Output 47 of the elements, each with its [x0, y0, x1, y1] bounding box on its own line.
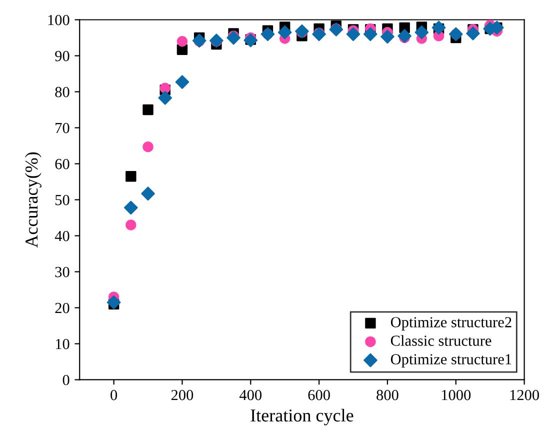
- x-axis-title: Iteration cycle: [250, 408, 354, 426]
- y-tick-label: 50: [55, 194, 70, 206]
- legend-label: Optimize structure2: [390, 317, 512, 330]
- point: [142, 141, 154, 152]
- legend-label: Optimize structure1: [390, 354, 512, 368]
- x-tick-label: 200: [171, 390, 194, 400]
- point: [176, 36, 188, 47]
- y-tick-label: 20: [55, 302, 70, 314]
- point: [126, 220, 136, 230]
- point: [414, 25, 429, 40]
- legend-label: Classic structure: [390, 335, 492, 346]
- point: [210, 34, 224, 48]
- x-tick-label: 400: [239, 390, 262, 400]
- point: [142, 104, 154, 116]
- y-tick-label: 30: [55, 266, 70, 278]
- point: [432, 20, 446, 35]
- x-tick-label: 600: [308, 390, 330, 400]
- point: [466, 26, 480, 40]
- y-tick-label: 40: [54, 230, 70, 242]
- point: [363, 27, 378, 42]
- y-tick-label: 60: [55, 158, 70, 170]
- point: [124, 200, 138, 215]
- point: [175, 75, 190, 89]
- point: [380, 30, 394, 44]
- x-tick-label: 800: [376, 390, 398, 400]
- point: [126, 170, 136, 182]
- point: [226, 30, 240, 45]
- x-tick-label: 1000: [442, 390, 471, 400]
- y-tick-label: 100: [48, 14, 70, 26]
- point: [244, 33, 258, 48]
- point: [141, 186, 155, 201]
- point: [278, 25, 292, 40]
- point: [312, 27, 326, 42]
- point: [398, 29, 412, 43]
- y-axis-title: Accuracy(%): [24, 152, 42, 248]
- point: [346, 27, 360, 42]
- x-tick-label: 1200: [510, 390, 539, 400]
- point: [106, 295, 121, 310]
- point: [192, 34, 206, 48]
- x-tick-label: 0: [110, 390, 118, 400]
- y-tick-label: 10: [56, 338, 70, 350]
- y-tick-label: 90: [55, 50, 70, 62]
- point: [158, 90, 172, 105]
- y-tick-label: 70: [56, 122, 70, 134]
- point: [295, 24, 309, 38]
- y-tick-label: 0: [62, 374, 70, 386]
- y-tick-label: 80: [55, 86, 70, 98]
